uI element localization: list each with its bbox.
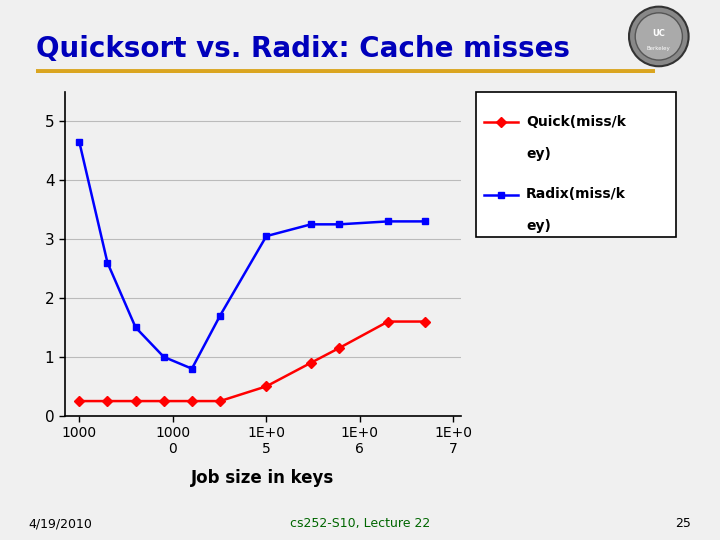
- Quick(miss/k
ey): [421, 318, 430, 325]
- Quick(miss/k
ey): [335, 345, 343, 352]
- Quick(miss/k
ey): [307, 360, 315, 366]
- Text: 25: 25: [675, 517, 691, 530]
- Radix(miss/k
ey): [75, 139, 84, 145]
- Text: cs252-S10, Lecture 22: cs252-S10, Lecture 22: [290, 517, 430, 530]
- Text: UC: UC: [652, 29, 665, 38]
- Text: ey): ey): [526, 219, 551, 233]
- Radix(miss/k
ey): [384, 218, 392, 225]
- Quick(miss/k
ey): [103, 398, 112, 404]
- Line: Radix(miss/k
ey): Radix(miss/k ey): [76, 138, 428, 372]
- Radix(miss/k
ey): [262, 233, 271, 239]
- Radix(miss/k
ey): [216, 313, 225, 319]
- Quick(miss/k
ey): [188, 398, 197, 404]
- Quick(miss/k
ey): [159, 398, 168, 404]
- Text: Radix(miss/k: Radix(miss/k: [526, 187, 626, 201]
- FancyBboxPatch shape: [476, 92, 676, 237]
- Circle shape: [629, 6, 688, 66]
- Radix(miss/k
ey): [131, 324, 140, 330]
- Quick(miss/k
ey): [262, 383, 271, 389]
- Quick(miss/k
ey): [131, 398, 140, 404]
- Radix(miss/k
ey): [103, 259, 112, 266]
- Text: Quick(miss/k: Quick(miss/k: [526, 115, 626, 129]
- Quick(miss/k
ey): [216, 398, 225, 404]
- Radix(miss/k
ey): [188, 366, 197, 372]
- Text: Quicksort vs. Radix: Cache misses: Quicksort vs. Radix: Cache misses: [36, 35, 570, 63]
- Line: Quick(miss/k
ey): Quick(miss/k ey): [76, 318, 428, 404]
- Text: Berkeley: Berkeley: [647, 46, 670, 51]
- Text: Job size in keys: Job size in keys: [192, 469, 334, 487]
- Radix(miss/k
ey): [159, 354, 168, 360]
- Radix(miss/k
ey): [421, 218, 430, 225]
- Text: 4/19/2010: 4/19/2010: [29, 517, 93, 530]
- Quick(miss/k
ey): [75, 398, 84, 404]
- Radix(miss/k
ey): [307, 221, 315, 227]
- Radix(miss/k
ey): [335, 221, 343, 227]
- Text: ey): ey): [526, 146, 551, 160]
- Quick(miss/k
ey): [384, 318, 392, 325]
- Circle shape: [635, 13, 683, 60]
